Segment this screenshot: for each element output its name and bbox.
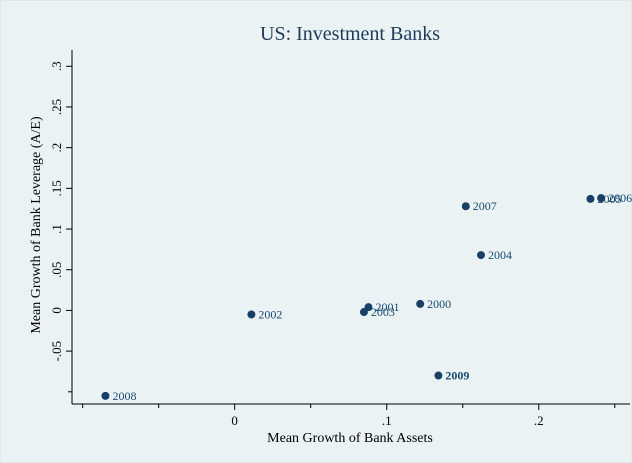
data-point-2009: [434, 371, 443, 380]
point-label-2000: 2000: [427, 297, 451, 311]
data-point-2005: [586, 194, 595, 203]
data-point-2000: [416, 299, 425, 308]
point-label-2001: 2001: [375, 300, 399, 314]
data-point-2008: [101, 391, 110, 400]
x-axis-ticks: 0 .1 .2: [82, 404, 616, 428]
y-axis-ticks: -.05 0 .05 .1 .15 .2 .25 .3: [49, 61, 72, 393]
point-label-2008: 2008: [112, 389, 136, 403]
data-point-2006: [597, 194, 606, 203]
y-tick-label: .15: [49, 180, 64, 196]
y-tick-label: 0: [49, 307, 64, 314]
point-label-2002: 2002: [258, 307, 282, 321]
y-tick-label: .25: [49, 99, 64, 115]
data-point-2002: [247, 310, 256, 319]
y-tick-label: .3: [49, 61, 64, 71]
point-label-2007: 2007: [473, 199, 497, 213]
x-tick-label: .1: [382, 413, 392, 428]
y-tick-label: -.05: [49, 341, 64, 362]
y-tick-label: .2: [49, 143, 64, 153]
data-point-2001: [364, 303, 373, 312]
chart-title: US: Investment Banks: [260, 23, 440, 45]
data-point-2007: [461, 202, 470, 211]
data-point-2004: [476, 251, 485, 260]
x-axis-label: Mean Growth of Bank Assets: [267, 431, 433, 446]
point-label-2009: 2009: [445, 369, 469, 383]
y-axis-label: Mean Growth of Bank Leverage (A/E): [29, 116, 44, 334]
point-label-2003: 2003: [371, 305, 395, 319]
x-tick-label: .2: [534, 413, 544, 428]
y-tick-label: .05: [49, 262, 64, 278]
x-tick-label: 0: [231, 413, 238, 428]
y-tick-label: .1: [49, 224, 64, 234]
point-label-2006: 2006: [608, 191, 632, 205]
point-label-2004: 2004: [488, 248, 512, 262]
